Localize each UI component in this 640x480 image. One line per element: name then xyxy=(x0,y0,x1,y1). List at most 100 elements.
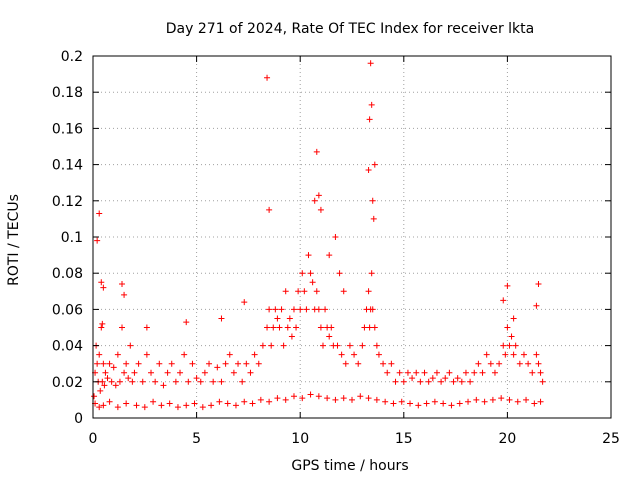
data-point xyxy=(123,360,130,367)
data-point xyxy=(164,369,171,376)
data-point xyxy=(384,369,391,376)
data-point xyxy=(346,342,353,349)
data-point xyxy=(404,369,411,376)
data-point xyxy=(183,402,190,409)
data-point xyxy=(116,378,123,385)
y-axis-label: ROTI / TECUs xyxy=(6,194,22,286)
data-point xyxy=(218,378,225,385)
data-point xyxy=(100,360,107,367)
data-point xyxy=(373,396,380,403)
data-point xyxy=(388,360,395,367)
data-point xyxy=(112,382,119,389)
data-point xyxy=(307,270,314,277)
data-point xyxy=(282,288,289,295)
data-point xyxy=(317,324,324,331)
data-point xyxy=(121,291,128,298)
data-point xyxy=(295,288,302,295)
data-point xyxy=(264,324,271,331)
data-point xyxy=(168,360,175,367)
data-point xyxy=(127,342,134,349)
data-point xyxy=(293,324,300,331)
data-point xyxy=(305,252,312,259)
data-point xyxy=(508,333,515,340)
data-point xyxy=(143,324,150,331)
data-point xyxy=(446,369,453,376)
data-point xyxy=(510,315,517,322)
data-point xyxy=(309,279,316,286)
data-point xyxy=(257,396,264,403)
data-point xyxy=(101,382,108,389)
data-point xyxy=(266,206,273,213)
data-point xyxy=(448,402,455,409)
data-point xyxy=(539,378,546,385)
data-point xyxy=(102,369,109,376)
data-point xyxy=(114,351,121,358)
data-point xyxy=(355,360,362,367)
data-point xyxy=(276,324,283,331)
data-point xyxy=(288,333,295,340)
data-points xyxy=(91,60,546,411)
data-point xyxy=(502,351,509,358)
data-point xyxy=(284,324,291,331)
data-point xyxy=(489,396,496,403)
data-point xyxy=(491,369,498,376)
y-tick-label: 0.18 xyxy=(52,85,83,101)
data-point xyxy=(156,360,163,367)
data-point xyxy=(375,351,382,358)
data-point xyxy=(218,315,225,322)
data-point xyxy=(235,360,242,367)
data-point xyxy=(133,402,140,409)
data-point xyxy=(97,387,104,394)
data-point xyxy=(239,378,246,385)
y-tick-label: 0.08 xyxy=(52,266,83,282)
y-tick-label: 0.1 xyxy=(61,230,83,246)
data-point xyxy=(96,351,103,358)
data-point xyxy=(185,378,192,385)
data-point xyxy=(98,324,105,331)
data-point xyxy=(479,369,486,376)
data-point xyxy=(119,281,126,288)
y-tick-label: 0.14 xyxy=(52,158,83,174)
data-point xyxy=(319,342,326,349)
data-point xyxy=(272,306,279,313)
data-point xyxy=(216,398,223,405)
data-point xyxy=(104,375,111,382)
y-tick-label: 0.04 xyxy=(52,339,83,355)
x-tick-label: 25 xyxy=(602,431,620,447)
data-point xyxy=(535,360,542,367)
data-point xyxy=(498,395,505,402)
data-point xyxy=(510,351,517,358)
data-point xyxy=(208,402,215,409)
data-point xyxy=(398,398,405,405)
data-point xyxy=(326,252,333,259)
data-point xyxy=(462,369,469,376)
data-point xyxy=(473,396,480,403)
data-point xyxy=(123,400,130,407)
data-point xyxy=(533,351,540,358)
data-point xyxy=(516,360,523,367)
data-point xyxy=(181,351,188,358)
data-point xyxy=(471,369,478,376)
data-point xyxy=(317,206,324,213)
data-point xyxy=(535,281,542,288)
data-point xyxy=(514,398,521,405)
data-point xyxy=(359,342,366,349)
data-point xyxy=(121,369,128,376)
data-point xyxy=(456,400,463,407)
data-point xyxy=(199,404,206,411)
data-point xyxy=(368,101,375,108)
data-point xyxy=(531,400,538,407)
data-point xyxy=(415,402,422,409)
data-point xyxy=(197,378,204,385)
data-point xyxy=(433,369,440,376)
data-point xyxy=(338,351,345,358)
data-point xyxy=(315,306,322,313)
data-point xyxy=(342,360,349,367)
data-point xyxy=(129,378,136,385)
data-point xyxy=(266,398,273,405)
data-point xyxy=(259,342,266,349)
data-point xyxy=(264,74,271,81)
data-point xyxy=(301,288,308,295)
data-point xyxy=(282,396,289,403)
data-point xyxy=(373,342,380,349)
